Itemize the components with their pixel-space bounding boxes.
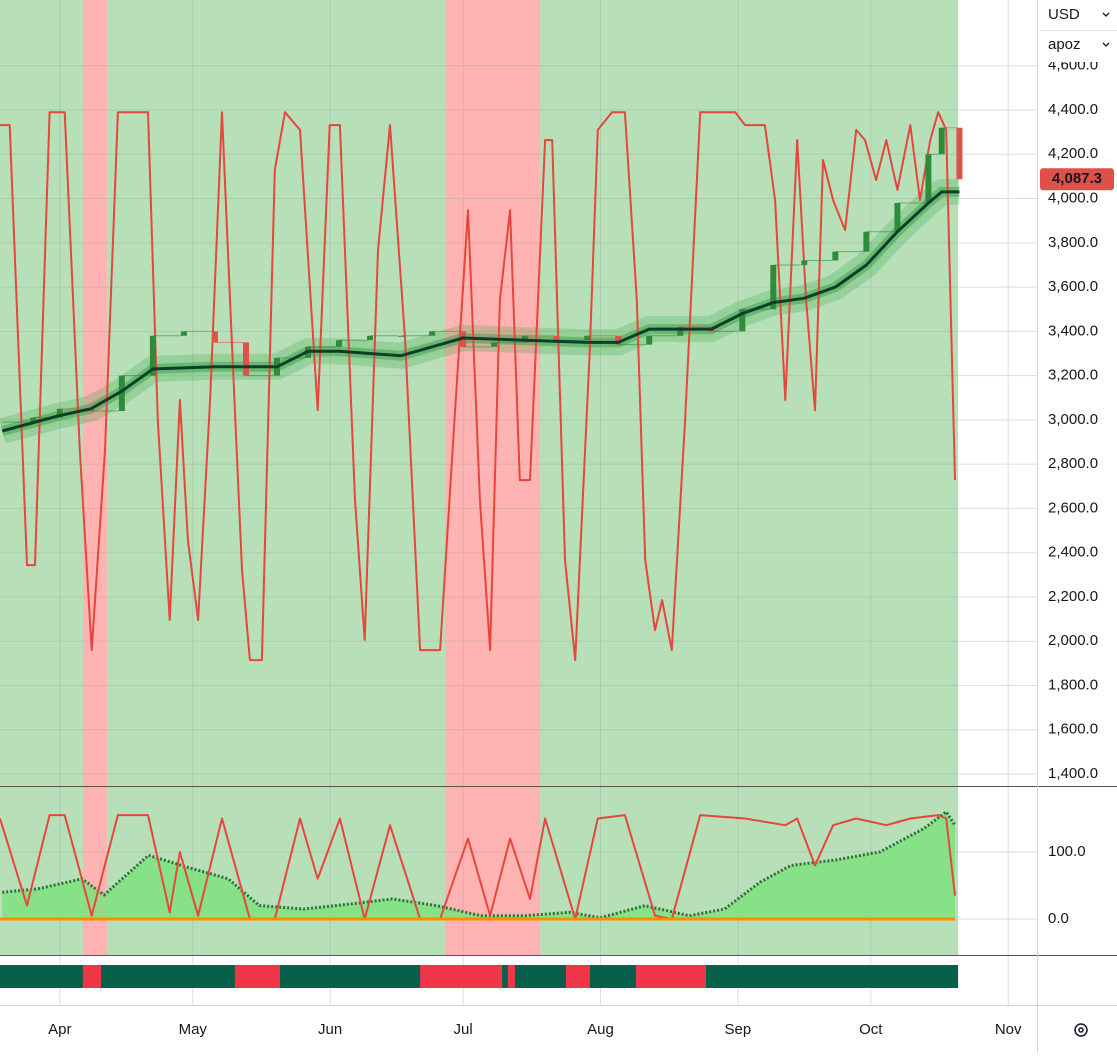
candle	[553, 335, 560, 341]
highlight-band	[82, 0, 107, 956]
candle	[615, 335, 622, 345]
candle	[863, 231, 870, 252]
candle	[242, 342, 249, 376]
oscillator-line	[0, 814, 956, 920]
candle	[770, 264, 777, 310]
regime-alert	[82, 965, 102, 988]
regime-alert	[565, 965, 590, 988]
indicator-label[interactable]: apoz	[1048, 36, 1081, 53]
candle	[211, 331, 218, 343]
y-tick-label: 4,000.0	[1048, 190, 1098, 207]
regime-alert	[507, 965, 515, 988]
candle	[832, 251, 839, 261]
y-tick-label: 3,000.0	[1048, 411, 1098, 428]
area-line	[2, 809, 957, 920]
y-tick-label: 2,800.0	[1048, 455, 1098, 472]
x-tick-label: Jul	[454, 1021, 473, 1038]
y-tick-label: 100.0	[1048, 843, 1086, 860]
area-fill	[2, 811, 956, 920]
settings-icon[interactable]	[1074, 1023, 1088, 1037]
y-tick-label: 1,400.0	[1048, 765, 1098, 782]
x-tick-label: Nov	[995, 1021, 1022, 1038]
dropdown-arrow[interactable]	[1102, 12, 1110, 17]
candle	[801, 260, 808, 265]
y-tick-label: 4,200.0	[1048, 145, 1098, 162]
candle	[894, 202, 901, 232]
candle	[584, 335, 591, 341]
highlight-band	[444, 0, 541, 956]
candle	[956, 127, 963, 180]
y-tick-label: 2,400.0	[1048, 544, 1098, 561]
candle	[336, 340, 343, 347]
marks-layer	[0, 111, 963, 988]
settings-icon[interactable]	[1078, 1027, 1084, 1033]
settings-button[interactable]	[1074, 1023, 1088, 1037]
candle	[429, 331, 436, 336]
candle	[646, 335, 653, 345]
candle	[118, 375, 125, 412]
y-tick-label: 4,400.0	[1048, 101, 1098, 118]
candle	[30, 417, 37, 423]
candle	[56, 408, 63, 418]
candle	[180, 331, 187, 336]
candle	[677, 326, 684, 336]
grid-layer	[0, 0, 1037, 1005]
candle	[739, 309, 746, 332]
y-tick-label: 2,600.0	[1048, 499, 1098, 516]
y-tick-label: 2,200.0	[1048, 588, 1098, 605]
candle	[938, 127, 945, 155]
y-tick-label: 3,200.0	[1048, 367, 1098, 384]
dropdown-arrow[interactable]	[1102, 42, 1110, 47]
trend-line	[1, 190, 960, 433]
regime-alert	[234, 965, 281, 988]
candle	[149, 335, 156, 376]
candle	[367, 335, 374, 341]
y-tick-label: 3,600.0	[1048, 278, 1098, 295]
x-tick-label: Aug	[587, 1021, 614, 1038]
y-tick-label: 1,800.0	[1048, 676, 1098, 693]
candle	[925, 154, 932, 203]
currency-label[interactable]: USD	[1048, 6, 1080, 23]
oscillator-line	[0, 111, 956, 662]
background-layer	[82, 0, 541, 956]
x-tick-label: May	[179, 1021, 208, 1038]
x-tick-label: Apr	[48, 1021, 71, 1038]
y-tick-label: 2,000.0	[1048, 632, 1098, 649]
x-tick-label: Sep	[725, 1021, 752, 1038]
candle	[491, 342, 498, 347]
regime-alert	[420, 965, 503, 988]
last-price-label: 4,087.3	[1052, 170, 1102, 187]
regime-alert	[635, 965, 706, 988]
x-tick-label: Oct	[859, 1021, 883, 1038]
last-price-badge	[1040, 168, 1114, 191]
y-tick-label: 1,600.0	[1048, 721, 1098, 738]
y-tick-label: 0.0	[1048, 910, 1069, 927]
y-tick-label: 3,400.0	[1048, 322, 1098, 339]
y-tick-label: 3,800.0	[1048, 234, 1098, 251]
x-tick-label: Jun	[318, 1021, 342, 1038]
